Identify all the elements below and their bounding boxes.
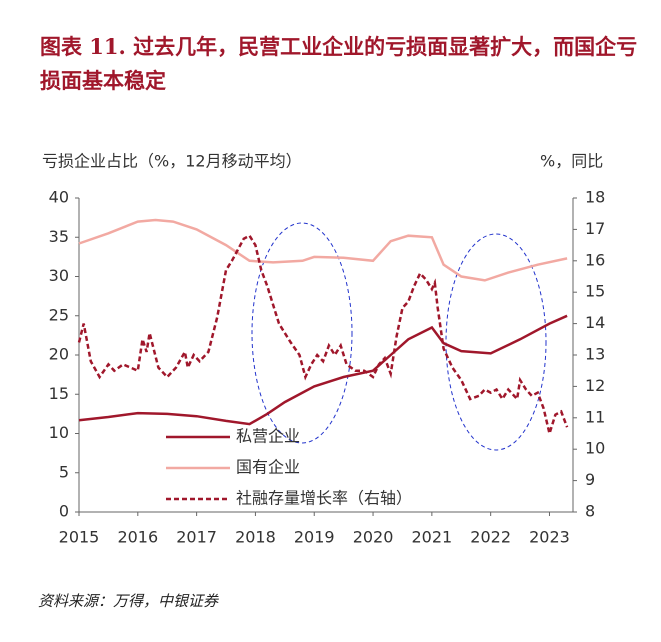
line-series (78, 314, 568, 426)
y2-tick-label: 16 (585, 250, 605, 269)
y2-axis-label: %，同比 (540, 152, 603, 171)
x-tick-label: 2022 (470, 528, 511, 547)
y-tick-label: 10 (49, 423, 69, 442)
y2-tick-label: 18 (585, 188, 605, 207)
x-tick-label: 2021 (411, 528, 452, 547)
highlight-ellipse (251, 222, 353, 444)
highlight-ellipse (445, 233, 547, 451)
y2-tick-label: 15 (585, 282, 605, 301)
source-note: 资料来源：万得，中银证券 (38, 592, 219, 610)
chart-title: 图表 11. 过去几年，民营工业企业的亏损面显著扩大，而国企亏损面基本稳定 (40, 34, 638, 93)
y2-tick-label: 14 (585, 313, 605, 332)
y2-tick-label: 11 (585, 407, 605, 426)
y2-tick-label: 9 (585, 470, 595, 489)
y2-tick-label: 12 (585, 376, 605, 395)
x-tick-label: 2018 (235, 528, 276, 547)
y-tick-label: 20 (49, 345, 69, 364)
legend-label: 国有企业 (236, 458, 300, 477)
x-tick-label: 2020 (353, 528, 394, 547)
line-series (78, 218, 568, 282)
y2-tick-label: 10 (585, 439, 605, 458)
line-series (77, 234, 569, 439)
x-tick-label: 2023 (529, 528, 570, 547)
legend-label: 私营企业 (236, 427, 300, 446)
y-tick-label: 40 (49, 188, 69, 207)
x-tick-label: 2019 (294, 528, 335, 547)
y-tick-label: 35 (49, 227, 69, 246)
y-tick-label: 25 (49, 305, 69, 324)
x-tick-label: 2015 (59, 528, 100, 547)
x-tick-label: 2017 (176, 528, 217, 547)
y-tick-label: 15 (49, 384, 69, 403)
legend-label: 社融存量增长率（右轴） (236, 489, 412, 508)
y-axis-label: 亏损企业占比（%，12月移动平均） (42, 152, 302, 171)
y2-tick-label: 13 (585, 345, 605, 364)
y-tick-label: 30 (49, 266, 69, 285)
y-tick-label: 0 (59, 502, 69, 521)
y2-tick-label: 8 (585, 502, 595, 521)
y2-tick-label: 17 (585, 219, 605, 238)
x-tick-label: 2016 (117, 528, 158, 547)
y-tick-label: 5 (59, 462, 69, 481)
